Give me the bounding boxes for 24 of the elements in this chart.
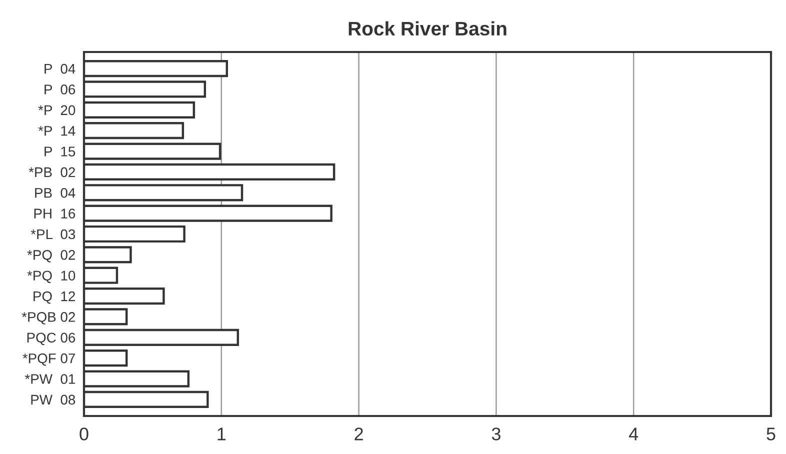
y-tick-label: PB 04 <box>35 188 76 198</box>
x-tick-label: 0 <box>80 428 88 440</box>
y-tick-label: PW 08 <box>31 394 76 405</box>
x-tick-label: 3 <box>492 428 500 440</box>
y-tick-label: PQC 06 <box>27 332 76 346</box>
y-tick-label: *PW 01 <box>24 374 75 384</box>
y-tick-label: PQ 12 <box>34 291 75 304</box>
y-tick-label: *P 14 <box>38 126 76 136</box>
x-tick-label: 2 <box>354 428 363 440</box>
x-tick-label: 5 <box>766 428 776 440</box>
y-tick-label: P 04 <box>44 64 76 74</box>
x-tick-label: 4 <box>628 428 638 440</box>
y-tick-label: *PQ 02 <box>27 250 75 262</box>
y-tick-label: *PL 03 <box>30 229 76 240</box>
x-tick-label: 1 <box>218 428 226 440</box>
y-tick-label: *PQB 02 <box>22 312 75 324</box>
chart-title: Rock River Basin <box>348 21 506 36</box>
y-tick-label: PH 16 <box>34 208 76 218</box>
y-tick-label: *PB 02 <box>28 167 75 178</box>
y-tick-label: *PQ 10 <box>27 270 76 284</box>
y-tick-label: P 15 <box>44 146 76 156</box>
y-tick-label: *PQF 07 <box>22 353 75 366</box>
y-tick-label: P 06 <box>44 84 76 94</box>
y-tick-label: *P 20 <box>38 105 76 116</box>
